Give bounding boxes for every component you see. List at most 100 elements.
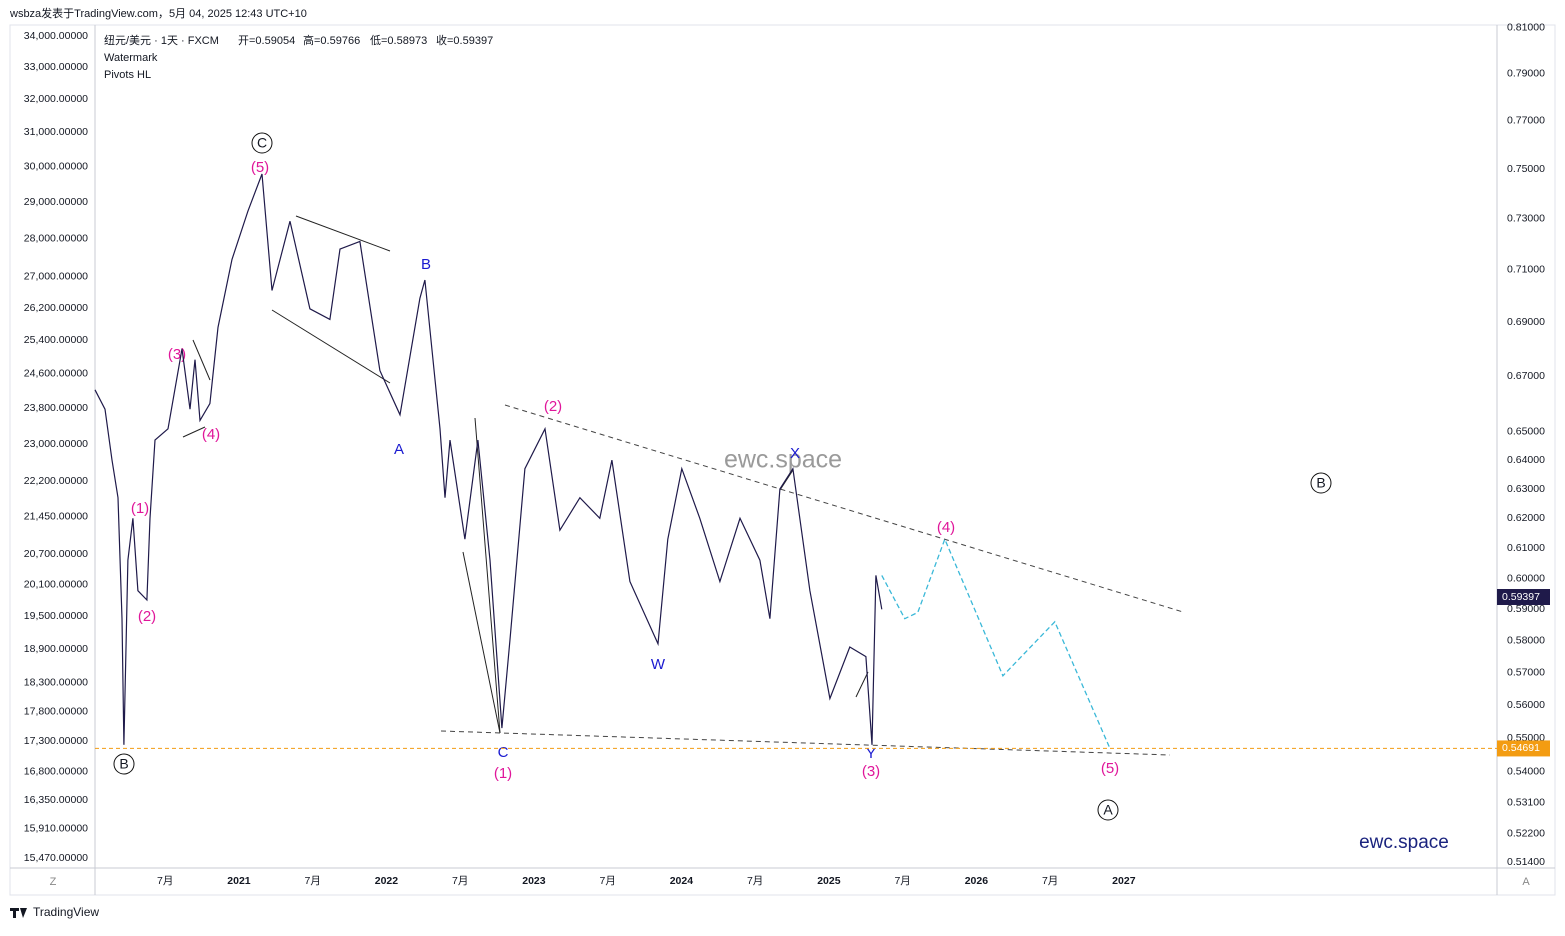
wave-label: (4) bbox=[937, 519, 955, 536]
trendlines bbox=[182, 215, 1184, 756]
level-price-label: 0.54691 bbox=[1502, 742, 1540, 754]
y2-tick-label: 0.64000 bbox=[1507, 454, 1545, 466]
legend-symbol: 纽元/美元 · 1天 · FXCM bbox=[104, 33, 219, 47]
y-tick-label: 17,800.00000 bbox=[24, 705, 88, 717]
x-tick-label: 7月 bbox=[157, 875, 173, 887]
y2-tick-label: 0.81000 bbox=[1507, 22, 1545, 34]
wave-label: (2) bbox=[138, 608, 156, 625]
y-tick-label: 16,350.00000 bbox=[24, 794, 88, 806]
wave-label: (4) bbox=[202, 426, 220, 443]
y2-tick-label: 0.67000 bbox=[1507, 370, 1545, 382]
y-tick-label: 31,000.00000 bbox=[24, 126, 88, 138]
y2-tick-label: 0.69000 bbox=[1507, 316, 1545, 328]
y-tick-label: 33,000.00000 bbox=[24, 61, 88, 73]
wave-label: C bbox=[498, 744, 509, 761]
wave-label: C bbox=[257, 135, 267, 151]
wave-label: A bbox=[394, 441, 404, 458]
y-tick-label: 21,450.00000 bbox=[24, 511, 88, 523]
y2-tick-label: 0.51400 bbox=[1507, 856, 1545, 868]
wave-label: (1) bbox=[131, 500, 149, 517]
y2-tick-label: 0.52200 bbox=[1507, 828, 1545, 840]
y2-tick-label: 0.65000 bbox=[1507, 425, 1545, 437]
y-tick-label: 27,000.00000 bbox=[24, 270, 88, 282]
x-tick-label: 2023 bbox=[522, 875, 546, 887]
x-tick-label: 2025 bbox=[817, 875, 841, 887]
wave-label: (1) bbox=[494, 765, 512, 782]
y-tick-label: 30,000.00000 bbox=[24, 160, 88, 172]
y2-tick-label: 0.60000 bbox=[1507, 572, 1545, 584]
y2-tick-label: 0.59000 bbox=[1507, 603, 1545, 615]
y-tick-label: 22,200.00000 bbox=[24, 475, 88, 487]
price-line bbox=[881, 537, 1111, 749]
byline: wsbza发表于TradingView.com，5月 04, 2025 12:4… bbox=[9, 6, 307, 20]
wave-label: (5) bbox=[1101, 760, 1119, 777]
y2-tick-label: 0.63000 bbox=[1507, 483, 1545, 495]
y2-tick-label: 0.54000 bbox=[1507, 766, 1545, 778]
y-tick-label: 23,000.00000 bbox=[24, 438, 88, 450]
y-tick-label: 20,700.00000 bbox=[24, 548, 88, 560]
wave-label: (2) bbox=[544, 398, 562, 415]
legend-low: 低=0.58973 bbox=[370, 34, 427, 47]
y-tick-label: 34,000.00000 bbox=[24, 30, 88, 42]
x-tick-label: 2026 bbox=[965, 875, 989, 887]
x-tick-label: 7月 bbox=[747, 875, 763, 887]
y2-tick-label: 0.79000 bbox=[1507, 68, 1545, 80]
wave-label: B bbox=[119, 756, 128, 772]
wave-label: Y bbox=[866, 745, 876, 762]
y2-tick-label: 0.61000 bbox=[1507, 542, 1545, 554]
circles bbox=[113, 132, 1332, 821]
y-tick-label: 28,000.00000 bbox=[24, 232, 88, 244]
price-line bbox=[94, 173, 883, 745]
footer: TradingView bbox=[33, 905, 99, 919]
wave-label: A bbox=[1103, 802, 1113, 818]
brand: ewc.space bbox=[1359, 832, 1449, 853]
x-tick-label: 7月 bbox=[305, 875, 321, 887]
y-tick-label: 20,100.00000 bbox=[24, 578, 88, 590]
legend-open: 开=0.59054 bbox=[238, 35, 295, 47]
x-tick-label: 2027 bbox=[1112, 875, 1136, 887]
x-tick-label: 7月 bbox=[599, 875, 615, 887]
y-tick-label: 25,400.00000 bbox=[24, 334, 88, 346]
y2-tick-label: 0.77000 bbox=[1507, 115, 1545, 127]
y-tick-label: 17,300.00000 bbox=[24, 735, 88, 747]
last-price-box bbox=[1497, 589, 1550, 606]
wave-label: (5) bbox=[251, 159, 269, 176]
x-tick-label: 7月 bbox=[452, 875, 468, 887]
y2-tick-label: 0.75000 bbox=[1507, 163, 1545, 175]
corner: Z bbox=[50, 876, 57, 888]
legend-high: 高=0.59766 bbox=[303, 33, 360, 47]
chart-frame bbox=[9, 24, 1556, 896]
y-tick-label: 26,200.00000 bbox=[24, 302, 88, 314]
x-tick-label: 2021 bbox=[227, 875, 251, 887]
x-tick-label: 2024 bbox=[670, 875, 694, 887]
last-price-label: 0.59397 bbox=[1502, 591, 1540, 603]
tv-logo bbox=[10, 908, 27, 918]
x-tick-label: 7月 bbox=[1042, 875, 1058, 887]
y-tick-label: 24,600.00000 bbox=[24, 368, 88, 380]
y2-tick-label: 0.58000 bbox=[1507, 634, 1545, 646]
y2-tick-label: 0.53100 bbox=[1507, 796, 1545, 808]
y-tick-label: 23,800.00000 bbox=[24, 402, 88, 414]
level-price-box bbox=[1497, 740, 1550, 757]
y2-tick-label: 0.56000 bbox=[1507, 699, 1545, 711]
y-tick-label: 19,500.00000 bbox=[24, 610, 88, 622]
y-tick-label: 29,000.00000 bbox=[24, 196, 88, 208]
y2-tick-label: 0.71000 bbox=[1507, 263, 1545, 275]
y-tick-label: 15,910.00000 bbox=[24, 823, 88, 835]
x-tick-label: 7月 bbox=[894, 875, 910, 887]
wave-label: B bbox=[421, 256, 431, 273]
indicator: Watermark bbox=[104, 52, 158, 64]
y-tick-label: 32,000.00000 bbox=[24, 93, 88, 105]
corner: A bbox=[1522, 876, 1530, 888]
y2-tick-label: 0.62000 bbox=[1507, 512, 1545, 524]
y-tick-label: 15,470.00000 bbox=[24, 852, 88, 864]
watermark: ewc.space bbox=[724, 446, 842, 474]
y-tick-label: 18,900.00000 bbox=[24, 643, 88, 655]
x-tick-label: 2022 bbox=[375, 875, 399, 887]
y-tick-label: 16,800.00000 bbox=[24, 766, 88, 778]
y-tick-label: 18,300.00000 bbox=[24, 676, 88, 688]
wave-label: B bbox=[1316, 475, 1325, 491]
y2-tick-label: 0.57000 bbox=[1507, 666, 1545, 678]
wave-label: X bbox=[790, 445, 800, 462]
